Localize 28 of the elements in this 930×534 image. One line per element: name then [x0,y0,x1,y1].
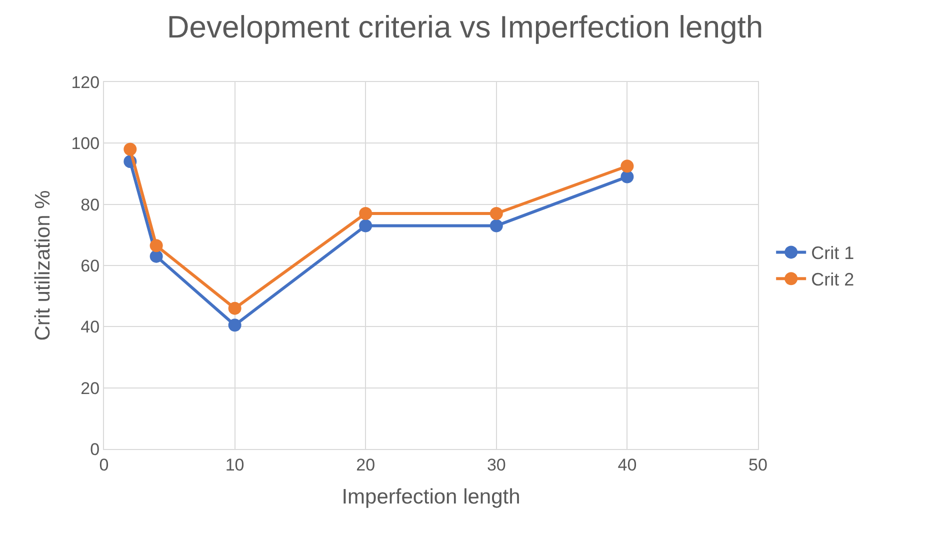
point [490,207,503,220]
y-tick-label: 120 [71,72,100,92]
point [150,239,163,252]
y-tick-label: 40 [80,318,100,337]
point [490,219,503,232]
chart-title: Development criteria vs Imperfection length [166,10,764,45]
x-tick-label: 10 [225,455,244,474]
point [124,142,137,156]
legend-label: Crit 1 [811,243,854,264]
y-tick-label: 0 [90,440,100,459]
y-tick-label: 100 [71,134,100,154]
x-axis-title: Imperfection length [342,486,520,509]
x-tick-label: 40 [618,455,637,474]
point [228,318,242,332]
point [228,302,242,315]
point [150,250,163,263]
y-tick-label: 80 [80,195,100,214]
y-tick-label: 60 [80,256,100,276]
x-tick-label: 20 [356,455,376,474]
point [620,170,634,184]
y-tick-label: 20 [80,378,100,398]
x-tick-label: 50 [748,455,768,474]
y-axis-title: Crit utilization % [31,190,54,341]
point [620,160,634,173]
point [359,207,372,220]
point [359,219,372,232]
legend-label: Crit 2 [811,270,854,290]
x-tick-label: 30 [486,455,506,474]
